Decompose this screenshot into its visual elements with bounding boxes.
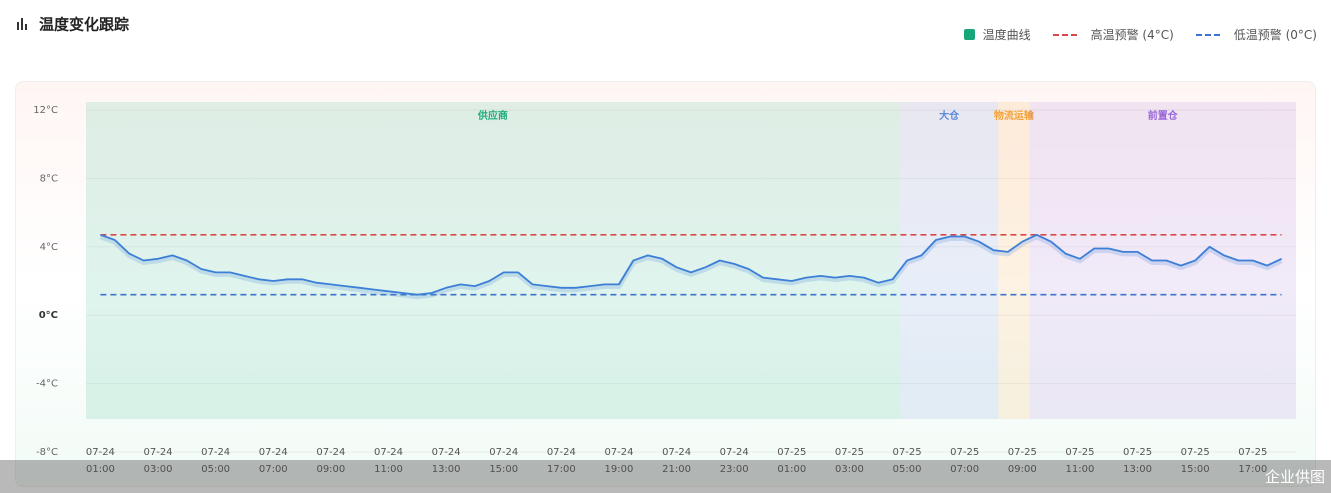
x-tick: 07-24 07:00 [259, 447, 288, 475]
x-tick-date: 07-24 [489, 447, 518, 458]
legend-swatch [963, 29, 975, 40]
legend-swatch [1052, 33, 1077, 36]
x-tick-time: 17:00 [547, 464, 576, 475]
x-tick-date: 07-25 [893, 447, 922, 458]
x-tick: 07-24 15:00 [489, 447, 518, 475]
x-tick: 07-25 03:00 [835, 447, 864, 475]
legend-swatch [1195, 33, 1220, 36]
x-tick-date: 07-24 [316, 447, 345, 458]
x-tick-date: 07-25 [777, 447, 806, 458]
x-tick-date: 07-24 [720, 447, 749, 458]
zone [86, 102, 900, 419]
x-tick: 07-24 13:00 [432, 447, 461, 475]
x-tick-time: 11:00 [374, 464, 403, 475]
x-tick: 07-25 09:00 [1008, 447, 1037, 475]
x-tick-time: 09:00 [316, 464, 345, 475]
x-tick-time: 15:00 [489, 464, 518, 475]
x-tick-time: 07:00 [259, 464, 288, 475]
x-tick-date: 07-25 [1181, 447, 1210, 458]
x-tick: 07-24 01:00 [86, 447, 115, 475]
x-tick-date: 07-24 [662, 447, 691, 458]
series-shadow [99, 234, 1283, 300]
y-tick-label: -4°C [36, 379, 58, 390]
x-tick: 07-25 05:00 [893, 447, 922, 475]
x-tick-date: 07-25 [835, 447, 864, 458]
x-tick-time: 03:00 [144, 464, 173, 475]
x-tick-time: 23:00 [720, 464, 749, 475]
y-tick-label: 8°C [40, 173, 58, 184]
x-tick: 07-24 11:00 [374, 447, 403, 475]
legend-item[interactable]: 温度曲线 [963, 26, 1031, 43]
legend-item[interactable]: 低温预警 (0°C) [1195, 26, 1317, 43]
x-tick: 07-24 23:00 [720, 447, 749, 475]
x-tick: 07-25 11:00 [1065, 447, 1094, 475]
x-tick-time: 19:00 [605, 464, 634, 475]
zone-label: 物流运输 [994, 109, 1035, 122]
x-tick-time: 15:00 [1181, 464, 1210, 475]
x-tick-date: 07-25 [1065, 447, 1094, 458]
chart-title: 温度变化跟踪 [39, 16, 129, 34]
x-tick-time: 13:00 [432, 464, 461, 475]
y-tick-label: 12°C [33, 105, 58, 116]
x-tick-date: 07-24 [143, 447, 172, 458]
title-icon [17, 18, 27, 30]
x-tick-time: 09:00 [1008, 464, 1037, 475]
x-tick-date: 07-24 [259, 447, 288, 458]
legend: 温度曲线 高温预警 (4°C) 低温预警 (0°C) [963, 26, 1317, 43]
x-tick-date: 07-25 [1008, 447, 1037, 458]
x-tick-time: 13:00 [1123, 464, 1152, 475]
zone-label: 供应商 [477, 109, 508, 122]
y-tick-label: -8°C [36, 447, 58, 458]
x-tick-date: 07-25 [1238, 447, 1267, 458]
x-tick-time: 01:00 [86, 464, 115, 475]
x-tick-time: 21:00 [662, 464, 691, 475]
x-tick-date: 07-25 [950, 447, 979, 458]
x-tick-date: 07-24 [547, 447, 576, 458]
x-tick-date: 07-24 [86, 447, 115, 458]
x-tick: 07-25 17:00 [1238, 447, 1267, 475]
legend-item[interactable]: 高温预警 (4°C) [1052, 26, 1174, 43]
legend-label: 温度曲线 [982, 28, 1031, 42]
x-tick: 07-24 19:00 [604, 447, 633, 475]
x-tick: 07-25 01:00 [777, 447, 806, 475]
watermark-band [0, 460, 1331, 493]
x-tick: 07-25 07:00 [950, 447, 979, 475]
x-tick-time: 01:00 [777, 464, 806, 475]
x-tick-time: 05:00 [201, 464, 230, 475]
zone [899, 102, 999, 419]
x-tick-date: 07-24 [201, 447, 230, 458]
x-tick: 07-24 21:00 [662, 447, 691, 475]
x-tick-date: 07-24 [432, 447, 461, 458]
series-line [100, 233, 1282, 296]
zone-label: 前置仓 [1148, 109, 1179, 122]
legend-label: 高温预警 (4°C) [1090, 28, 1174, 42]
y-tick-label: 4°C [40, 242, 58, 253]
chart-frame [15, 81, 1316, 487]
x-tick-date: 07-24 [374, 447, 403, 458]
x-tick: 07-24 05:00 [201, 447, 230, 475]
zone-label: 大仓 [939, 109, 960, 122]
x-tick-time: 11:00 [1066, 464, 1095, 475]
x-tick-date: 07-25 [1123, 447, 1152, 458]
x-tick: 07-24 09:00 [316, 447, 345, 475]
x-tick-time: 05:00 [893, 464, 922, 475]
x-tick-time: 03:00 [835, 464, 864, 475]
watermark: 企业供图 [1264, 468, 1325, 486]
x-tick-time: 17:00 [1238, 464, 1267, 475]
x-tick: 07-24 03:00 [143, 447, 172, 475]
zone [998, 102, 1030, 419]
x-tick-time: 07:00 [950, 464, 979, 475]
x-tick: 07-25 13:00 [1123, 447, 1152, 475]
x-tick: 07-25 15:00 [1181, 447, 1210, 475]
legend-label: 低温预警 (0°C) [1233, 28, 1317, 42]
y-tick-label: 0°C [39, 310, 58, 321]
x-tick-date: 07-24 [604, 447, 633, 458]
x-tick: 07-24 17:00 [547, 447, 576, 475]
